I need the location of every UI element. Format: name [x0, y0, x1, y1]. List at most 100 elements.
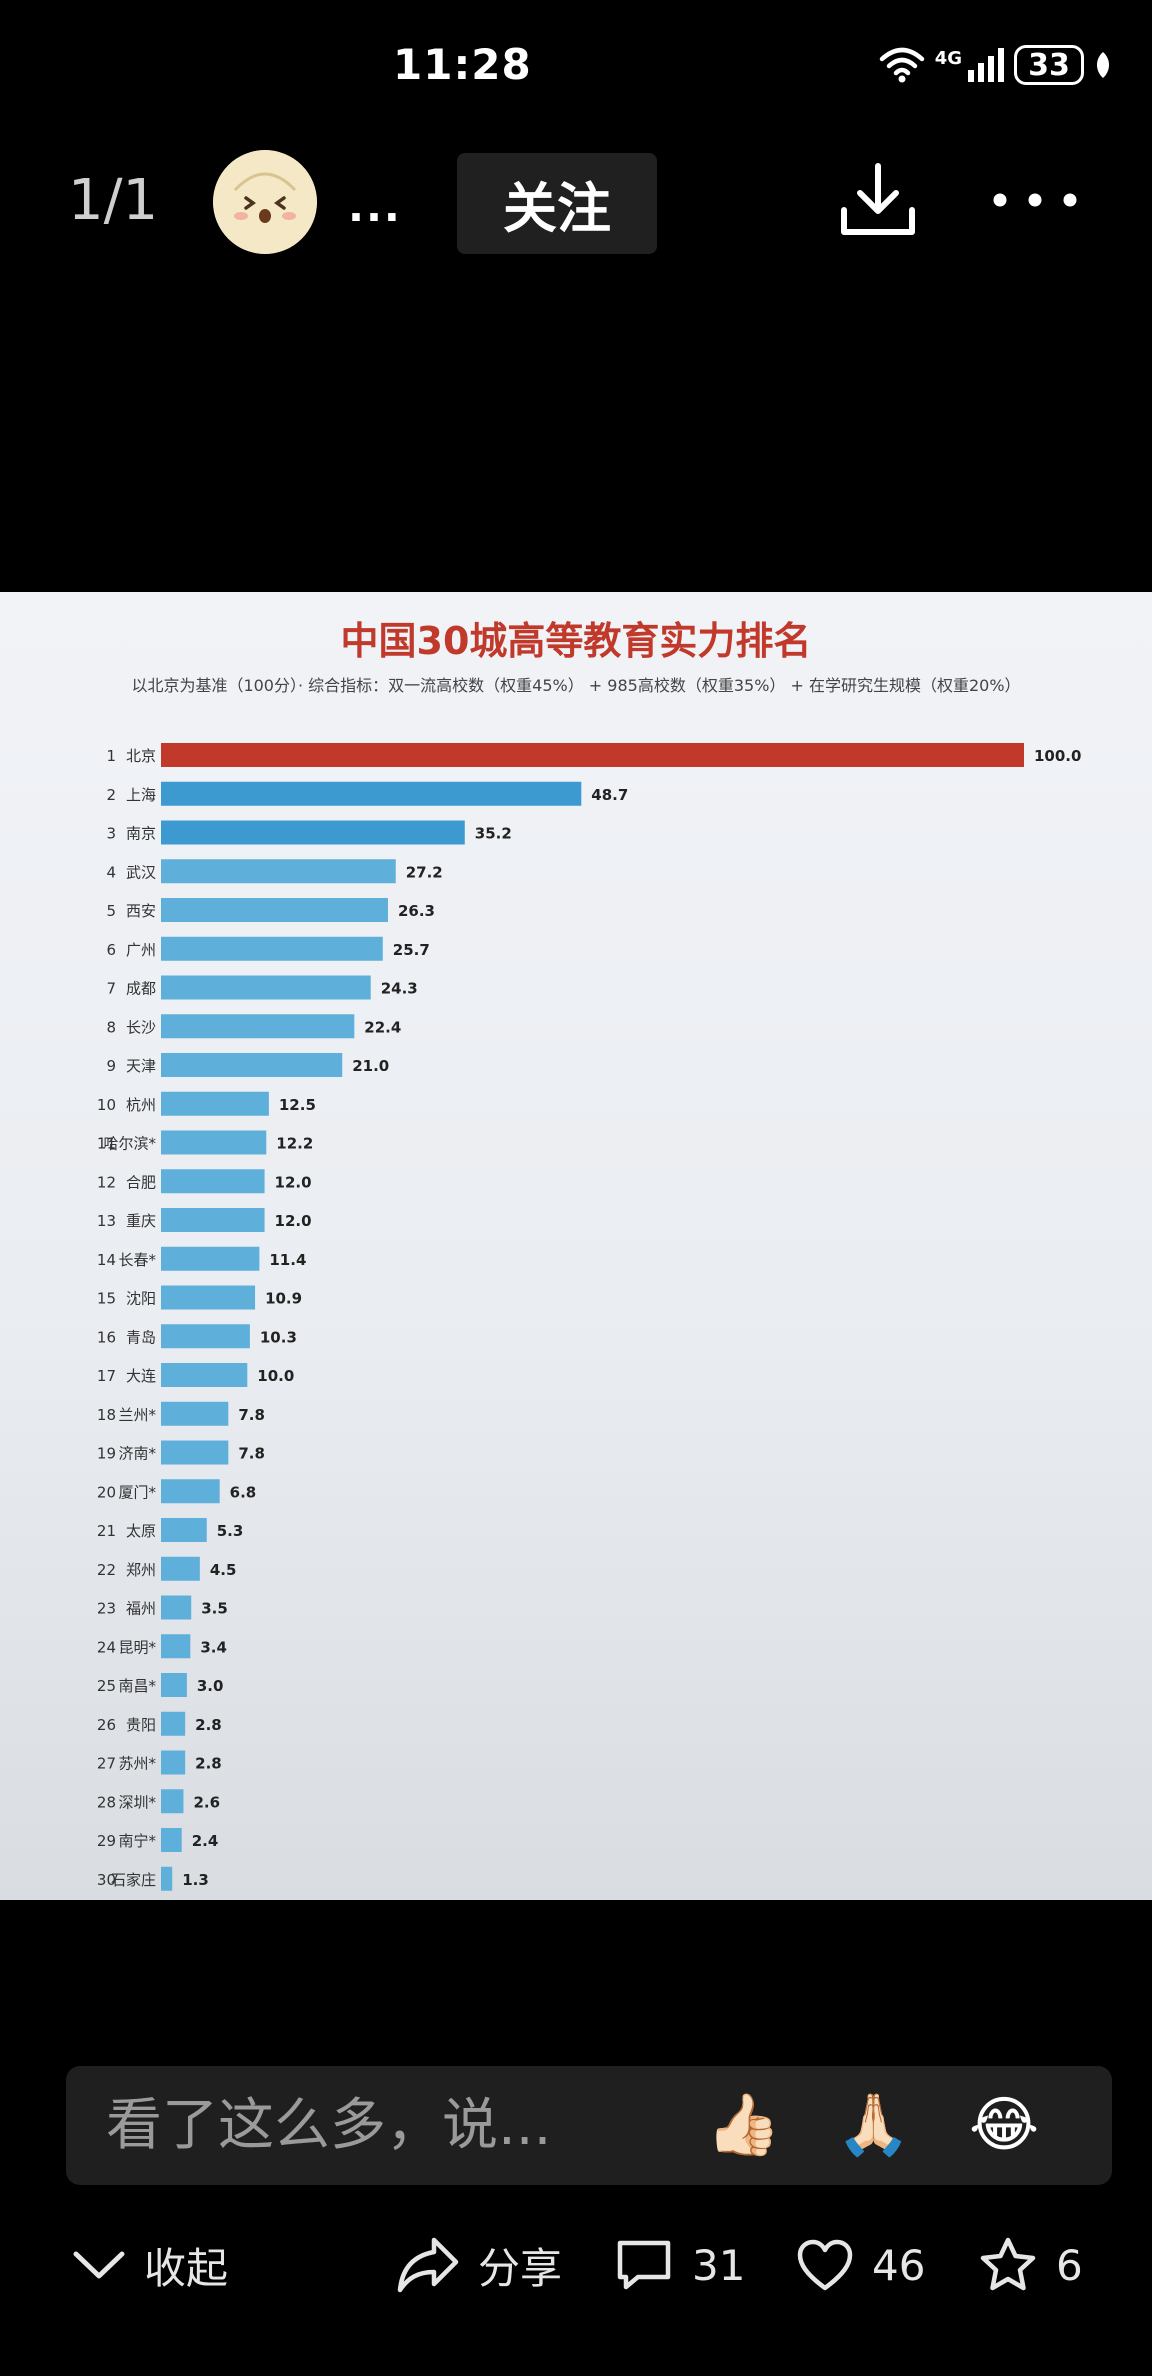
category-label: 贵阳 [126, 1716, 156, 1734]
comment-icon [617, 2240, 671, 2290]
bar [161, 859, 396, 884]
category-label: 兰州* [118, 1406, 156, 1424]
bar [161, 1440, 229, 1465]
bar [161, 1091, 269, 1116]
comment-input[interactable]: 看了这么多，说... [106, 2093, 552, 2158]
value-label: 25.7 [393, 941, 430, 959]
chevron-down-icon [73, 2251, 125, 2279]
rank-label: 23 [97, 1600, 116, 1618]
category-label: 南昌* [118, 1677, 156, 1695]
category-label: 上海 [126, 786, 156, 804]
value-label: 11.4 [269, 1251, 306, 1269]
rank-label: 27 [97, 1755, 116, 1773]
follow-button[interactable]: 关注 [457, 153, 657, 254]
collapse-button[interactable]: 收起 [72, 2230, 228, 2300]
category-label: 杭州 [126, 1096, 156, 1114]
author-more[interactable]: ... [348, 182, 402, 231]
comment-count: 31 [692, 2240, 746, 2290]
category-label: 广州 [126, 941, 156, 959]
rank-label: 14 [97, 1251, 116, 1269]
bar [161, 1518, 207, 1542]
bar-chart: 1 北京 100.0 2 上海 48.7 3 南京 35.2 4 武汉 27.2 5 西安 26.3 6 广州 2… [97, 743, 1081, 1891]
bar [161, 781, 582, 806]
bar [161, 936, 383, 961]
rank-label: 16 [97, 1328, 116, 1346]
value-label: 10.3 [260, 1328, 297, 1346]
rank-label: 5 [106, 902, 116, 920]
comment-button[interactable]: 31 [614, 2230, 745, 2300]
wifi-icon [879, 47, 924, 83]
category-label: 沈阳 [126, 1290, 156, 1308]
rank-label: 11 [97, 1135, 116, 1153]
rank-label: 17 [97, 1367, 116, 1385]
bar [161, 743, 1024, 767]
share-button[interactable]: 分享 [396, 2230, 562, 2300]
star-icon [980, 2237, 1036, 2291]
value-label: 2.4 [192, 1832, 219, 1850]
value-label: 21.0 [352, 1057, 389, 1075]
rank-label: 18 [97, 1406, 116, 1424]
rank-label: 20 [97, 1483, 116, 1501]
bun-face-icon [213, 150, 317, 254]
signal-icon [968, 48, 1004, 82]
bar [161, 1750, 186, 1775]
share-label: 分享 [478, 2243, 563, 2293]
rank-label: 3 [106, 825, 116, 843]
rank-label: 2 [106, 786, 116, 804]
bar [161, 1711, 186, 1736]
value-label: 3.0 [197, 1677, 224, 1695]
rank-label: 30 [97, 1871, 116, 1889]
value-label: 27.2 [406, 863, 443, 881]
category-label: 福州 [126, 1600, 156, 1618]
favorite-button[interactable]: 6 [978, 2230, 1083, 2300]
category-label: 南宁* [118, 1832, 156, 1850]
value-label: 1.3 [182, 1871, 209, 1889]
bar [161, 1556, 200, 1581]
like-button[interactable]: 46 [796, 2230, 925, 2300]
leaf-icon [1096, 52, 1110, 78]
bar [161, 1285, 256, 1310]
bar [161, 1208, 265, 1232]
chart-subtitle: 以北京为基准（100分）· 综合指标：双一流高校数（权重45%） + 985高校… [131, 676, 1021, 695]
value-label: 12.0 [275, 1212, 312, 1230]
bar [161, 898, 388, 922]
network-type: 4G [934, 47, 962, 69]
bar [161, 1324, 250, 1349]
post-image[interactable]: 中国30城高等教育实力排名 以北京为基准（100分）· 综合指标：双一流高校数（… [0, 592, 1152, 1900]
value-label: 3.4 [200, 1638, 227, 1656]
rank-label: 13 [97, 1212, 116, 1230]
rank-label: 12 [97, 1173, 116, 1191]
value-label: 35.2 [475, 825, 512, 843]
bar [161, 1828, 182, 1852]
chart-title: 中国30城高等教育实力排名 [340, 619, 812, 663]
rank-label: 7 [106, 980, 116, 998]
comment-bar[interactable]: 看了这么多，说... 👍🏻 🙏🏻 😂 [66, 2066, 1112, 2185]
category-label: 天津 [126, 1057, 156, 1075]
value-label: 2.8 [195, 1716, 222, 1734]
category-label: 哈尔滨* [103, 1135, 156, 1153]
collapse-label: 收起 [144, 2243, 229, 2293]
pray-emoji[interactable]: 🙏🏻 [836, 2090, 911, 2160]
value-label: 3.5 [201, 1600, 228, 1618]
value-label: 26.3 [398, 902, 435, 920]
category-label: 郑州 [126, 1561, 156, 1579]
category-label: 深圳* [118, 1793, 156, 1811]
download-icon[interactable] [838, 160, 918, 240]
category-label: 济南* [118, 1445, 156, 1463]
thumbs-up-emoji[interactable]: 👍🏻 [706, 2090, 781, 2160]
category-label: 厦门* [118, 1483, 156, 1501]
bar [161, 1595, 192, 1620]
status-icons: 4G 33 [879, 42, 1112, 88]
rank-label: 9 [106, 1057, 116, 1075]
category-label: 青岛 [126, 1328, 156, 1346]
author-avatar[interactable] [213, 150, 317, 254]
laugh-emoji[interactable]: 😂 [969, 2090, 1040, 2160]
category-label: 重庆 [126, 1212, 156, 1230]
bar [161, 1246, 260, 1271]
category-label: 合肥 [126, 1173, 156, 1191]
value-label: 100.0 [1034, 747, 1081, 765]
rank-label: 10 [97, 1096, 116, 1114]
category-label: 苏州* [118, 1755, 156, 1773]
share-icon [397, 2237, 459, 2293]
more-menu-icon[interactable] [990, 190, 1080, 210]
